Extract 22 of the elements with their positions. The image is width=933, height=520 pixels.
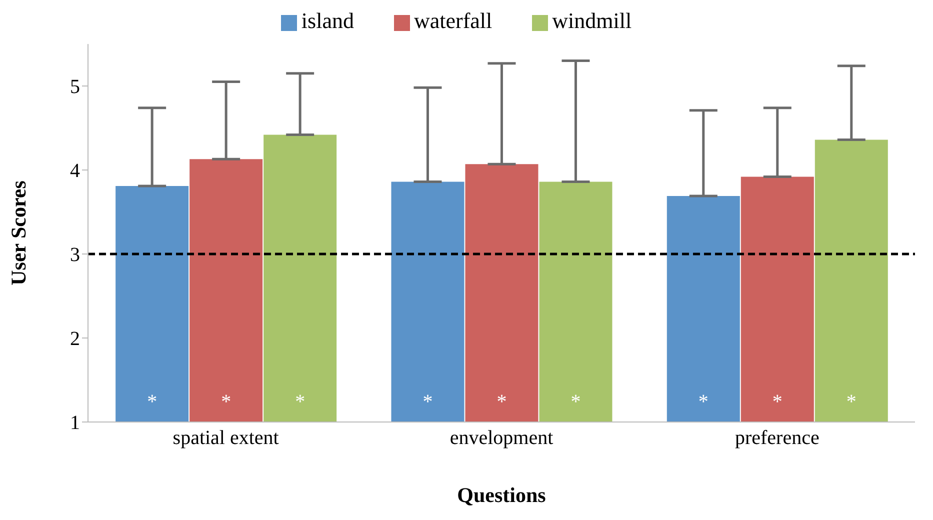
data-label: * [772,391,782,413]
data-label: * [295,391,306,413]
y-tick-label: 5 [70,76,80,98]
x-tick-label: preference [734,427,820,450]
data-label: * [846,391,856,413]
data-label: * [698,391,708,413]
data-label: * [496,391,507,413]
legend-label: island [301,8,354,33]
y-tick-label: 1 [70,412,80,434]
y-tick-label: 3 [70,244,80,266]
data-label: * [147,391,158,413]
legend-label: windmill [552,8,632,33]
y-tick-label: 2 [70,328,80,350]
x-tick-label: envelopment [450,427,554,450]
y-tick-label: 4 [70,160,80,182]
x-axis-title: Questions [457,482,546,507]
data-label: * [570,391,581,413]
x-tick-label: spatial extent [172,427,280,450]
legend-label: waterfall [414,8,492,33]
data-label: * [221,391,232,413]
data-label: * [422,391,433,413]
y-axis-title: User Scores [6,180,30,286]
